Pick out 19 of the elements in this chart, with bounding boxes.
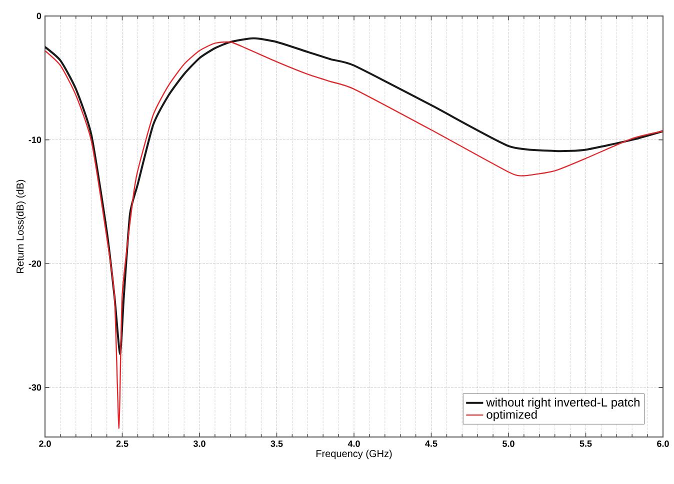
y-tick-label: -30 — [28, 384, 42, 391]
y-tick-label: -10 — [28, 136, 42, 144]
y-tick-label: 0 — [36, 12, 42, 20]
x-tick-label: 3.5 — [270, 440, 283, 447]
line-series — [45, 37, 663, 356]
x-tick-label: 4.5 — [425, 440, 438, 447]
line-series — [45, 41, 663, 429]
x-axis-title: Frequency (GHz) — [316, 450, 392, 460]
x-tick-label: 3.0 — [193, 440, 206, 447]
y-tick-label: -20 — [28, 260, 42, 267]
x-tick-label: 6.0 — [657, 440, 669, 447]
x-tick-label: 2.0 — [39, 440, 51, 447]
x-tick-label: 4.0 — [348, 440, 360, 447]
legend-label: without right inverted-L patch — [486, 398, 640, 409]
legend-label: optimized — [486, 410, 537, 422]
x-tick-label: 5.5 — [580, 440, 592, 447]
x-tick-label: 5.0 — [502, 440, 514, 447]
x-tick-label: 2.5 — [116, 440, 128, 447]
y-axis-title: Return Loss(dB) (dB) — [16, 180, 26, 273]
